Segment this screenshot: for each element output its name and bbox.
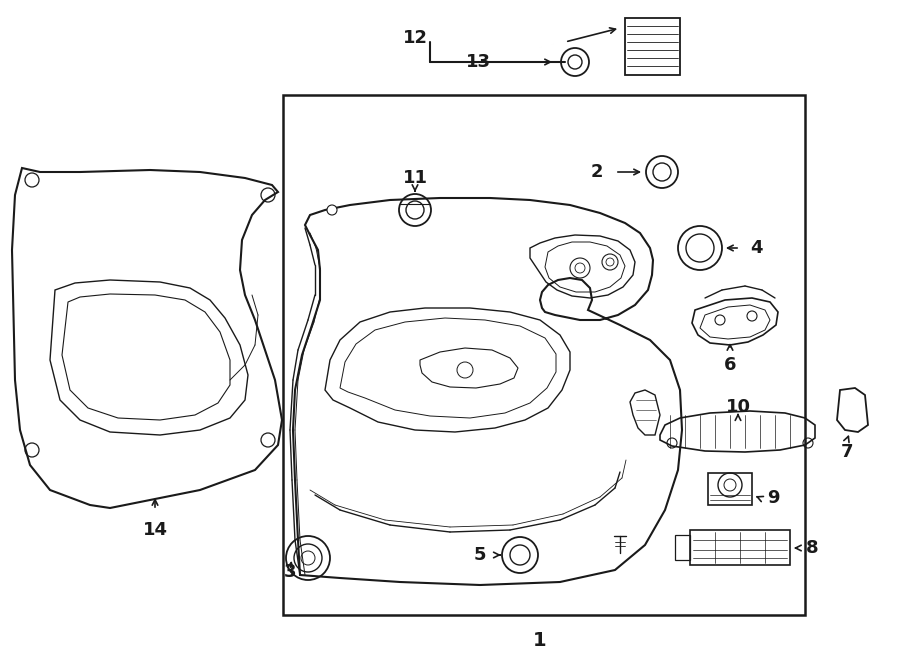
Text: 1: 1	[533, 631, 547, 650]
Text: 12: 12	[402, 29, 428, 47]
Text: 2: 2	[590, 163, 603, 181]
Text: 6: 6	[724, 356, 736, 374]
Text: 14: 14	[142, 521, 167, 539]
Text: 11: 11	[402, 169, 428, 187]
Text: 5: 5	[473, 546, 486, 564]
Text: 4: 4	[750, 239, 762, 257]
Text: 13: 13	[465, 53, 491, 71]
Text: 10: 10	[725, 398, 751, 416]
Text: 9: 9	[767, 489, 779, 507]
Text: 7: 7	[841, 443, 853, 461]
Text: 8: 8	[806, 539, 818, 557]
Circle shape	[327, 205, 337, 215]
Text: 3: 3	[284, 563, 296, 581]
